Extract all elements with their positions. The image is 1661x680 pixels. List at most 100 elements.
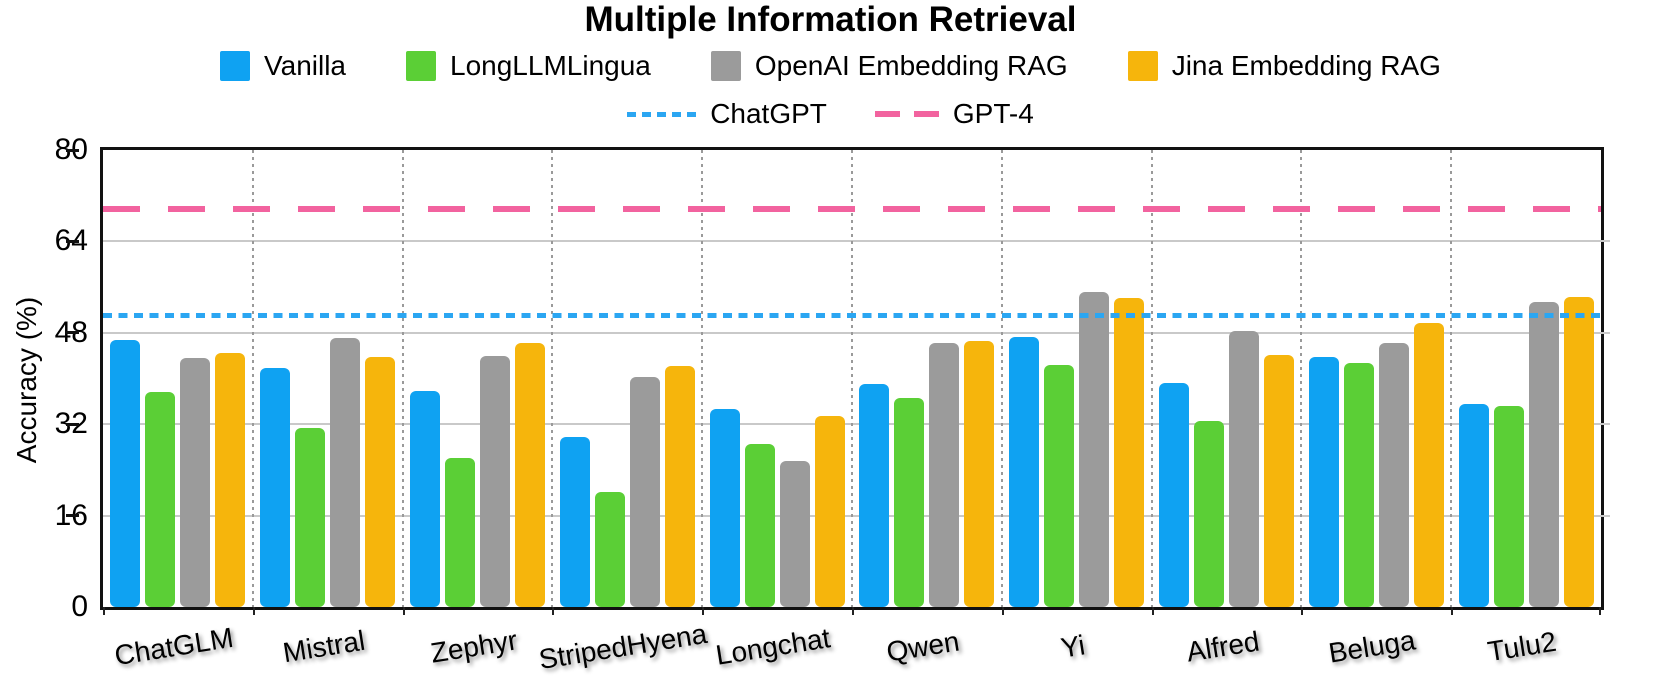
legend-item-jina-rag: Jina Embedding RAG: [1127, 50, 1441, 82]
bar-qwen-vanilla: [859, 384, 890, 607]
group-separator: [1000, 150, 1003, 607]
y-tick-label-32: 32: [54, 407, 88, 441]
bar-beluga-vanilla: [1308, 357, 1339, 607]
y-tick-label-48: 48: [54, 315, 88, 349]
legend-item-longllmlingua: LongLLMLingua: [406, 50, 651, 82]
bar-yi-vanilla: [1009, 336, 1040, 607]
group-separator: [1300, 150, 1303, 607]
y-axis-title: Accuracy (%): [11, 296, 42, 464]
legend-label-gpt4: GPT-4: [952, 98, 1034, 129]
bar-stripedhyena-longllmlingua: [594, 492, 625, 607]
bar-chatglm-vanilla: [110, 340, 141, 607]
x-axis-tick: [252, 607, 255, 615]
bar-stripedhyena-vanilla: [559, 437, 590, 607]
bar-alfred-longllmlingua: [1194, 421, 1224, 607]
bar-longchat-openai-embedding-rag: [779, 460, 810, 607]
right-tick-48: [1601, 331, 1610, 334]
left-tick-64: [66, 239, 79, 243]
group-separator: [251, 150, 254, 607]
dashed-line-icon: [874, 111, 939, 117]
bar-beluga-openai-embedding-rag: [1378, 343, 1409, 607]
group-separator: [701, 150, 704, 607]
left-tick-16: [66, 514, 79, 518]
y-tick-label-80: 80: [54, 133, 88, 166]
bar-qwen-openai-embedding-rag: [929, 342, 960, 607]
bar-beluga-jina-embedding-rag: [1413, 322, 1444, 607]
y-tick-label-64: 64: [54, 224, 88, 258]
right-tick-16: [1601, 514, 1610, 517]
plot-area: [66, 147, 1610, 615]
longllmlingua-swatch-icon: [406, 51, 437, 81]
x-axis-tick: [103, 607, 105, 615]
bar-chatglm-longllmlingua: [145, 392, 176, 607]
bar-qwen-jina-embedding-rag: [964, 340, 995, 607]
bar-alfred-jina-embedding-rag: [1264, 354, 1294, 607]
bar-alfred-openai-embedding-rag: [1229, 330, 1259, 607]
group-separator: [1450, 150, 1453, 607]
group-separator: [851, 150, 853, 607]
bar-stripedhyena-openai-embedding-rag: [629, 377, 660, 607]
jina-rag-swatch-icon: [1127, 51, 1158, 81]
bar-yi-jina-embedding-rag: [1114, 297, 1145, 607]
bar-mistral-openai-embedding-rag: [330, 337, 361, 607]
hline-gpt-4: [103, 206, 1601, 213]
hline-chatgpt: [103, 313, 1601, 319]
x-axis-tick: [852, 607, 854, 615]
left-tick-48: [66, 331, 79, 335]
bar-alfred-vanilla: [1159, 383, 1189, 607]
x-axis-tick: [1301, 607, 1304, 615]
right-tick-32: [1601, 423, 1610, 426]
bar-stripedhyena-jina-embedding-rag: [664, 365, 695, 607]
bar-longchat-jina-embedding-rag: [814, 416, 845, 607]
bar-yi-openai-embedding-rag: [1079, 292, 1110, 607]
group-separator: [401, 150, 404, 607]
y-tick-label-16: 16: [54, 498, 88, 532]
bar-chatglm-openai-embedding-rag: [180, 357, 211, 607]
chart-title: Multiple Information Retrieval: [584, 0, 1077, 39]
group-separator: [1150, 150, 1153, 607]
left-tick-32: [66, 422, 79, 426]
legend-item-gpt4: GPT-4: [874, 98, 1034, 130]
legend-series: Vanilla LongLLMLingua OpenAI Embedding R…: [0, 50, 1661, 82]
bar-qwen-longllmlingua: [894, 397, 925, 607]
bar-tulu2-openai-embedding-rag: [1528, 301, 1559, 607]
x-axis-tick: [1451, 607, 1454, 615]
bar-tulu2-jina-embedding-rag: [1563, 297, 1594, 607]
legend-item-chatgpt: ChatGPT: [627, 98, 827, 130]
vanilla-swatch-icon: [220, 51, 251, 81]
bar-zephyr-longllmlingua: [445, 457, 475, 607]
legend-item-openai-rag: OpenAI Embedding RAG: [710, 50, 1068, 82]
bar-zephyr-vanilla: [410, 390, 440, 607]
bar-tulu2-vanilla: [1458, 404, 1489, 607]
bar-zephyr-jina-embedding-rag: [515, 342, 545, 607]
x-axis-tick: [552, 607, 555, 615]
bar-yi-longllmlingua: [1044, 365, 1075, 607]
x-axis-tick: [402, 607, 405, 615]
bar-chatglm-jina-embedding-rag: [215, 352, 246, 607]
bar-mistral-jina-embedding-rag: [365, 356, 396, 607]
legend-item-vanilla: Vanilla: [220, 50, 346, 82]
legend-label-chatgpt: ChatGPT: [710, 98, 827, 129]
x-axis-tick: [1151, 607, 1154, 615]
bar-longchat-longllmlingua: [744, 444, 775, 607]
bar-tulu2-longllmlingua: [1493, 405, 1524, 607]
y-tick-label-0: 0: [71, 590, 88, 623]
bar-mistral-longllmlingua: [295, 427, 326, 607]
bar-beluga-longllmlingua: [1343, 363, 1374, 607]
right-tick-64: [1601, 240, 1610, 243]
bar-zephyr-openai-embedding-rag: [480, 356, 510, 607]
group-separator: [551, 150, 554, 607]
legend-baselines: ChatGPT GPT-4: [0, 98, 1661, 130]
legend-label-jina-rag: Jina Embedding RAG: [1171, 50, 1441, 81]
x-axis-tick: [1599, 607, 1601, 615]
bar-longchat-vanilla: [709, 409, 740, 607]
dotted-line-icon: [627, 111, 697, 117]
x-axis-tick: [1001, 607, 1004, 615]
legend-label-longllmlingua: LongLLMLingua: [450, 50, 651, 81]
openai-rag-swatch-icon: [710, 51, 741, 81]
legend-label-openai-rag: OpenAI Embedding RAG: [754, 50, 1068, 81]
bar-mistral-vanilla: [260, 367, 291, 607]
legend-label-vanilla: Vanilla: [264, 50, 347, 81]
left-tick-80: [66, 148, 79, 152]
